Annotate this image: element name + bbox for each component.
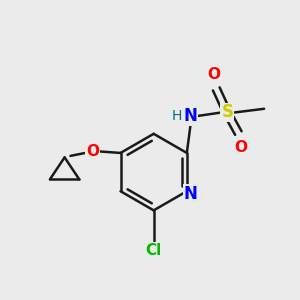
Text: O: O [86,144,99,159]
Text: N: N [184,107,197,125]
Text: N: N [184,185,197,203]
Text: H: H [172,109,182,123]
Text: Cl: Cl [146,243,162,258]
Text: S: S [221,103,233,122]
Text: O: O [234,140,247,155]
Text: O: O [208,67,220,82]
